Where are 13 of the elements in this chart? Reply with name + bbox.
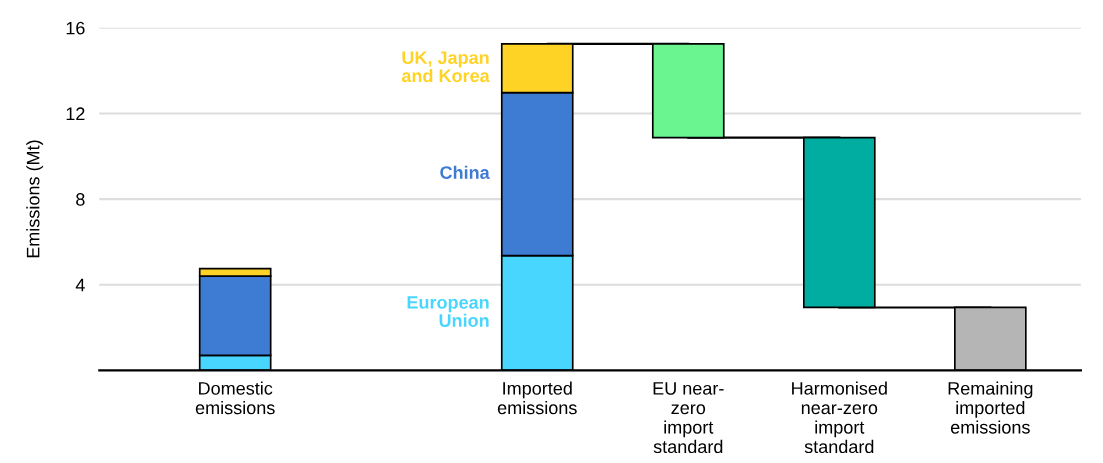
y-axis-title: Emissions (Mt) — [26, 140, 44, 258]
x-tick-label: EU near- zero import standard — [653, 382, 724, 454]
y-tick-label: 12 — [66, 107, 85, 120]
series-label: China — [440, 165, 490, 179]
y-tick-label: 16 — [66, 21, 85, 35]
series-label: UK, Japan and Korea — [401, 51, 490, 83]
y-tick-label: 4 — [75, 278, 85, 292]
x-tick-label: Harmonised near-zero import standard — [792, 381, 887, 454]
x-tick-label: Imported emissions — [497, 381, 577, 415]
y-tick-label: 8 — [76, 193, 85, 206]
series-label: European Union — [407, 296, 489, 327]
x-tick-label: Domestic emissions — [195, 381, 275, 415]
x-tick-label: Remaining imported emissions — [948, 381, 1033, 434]
